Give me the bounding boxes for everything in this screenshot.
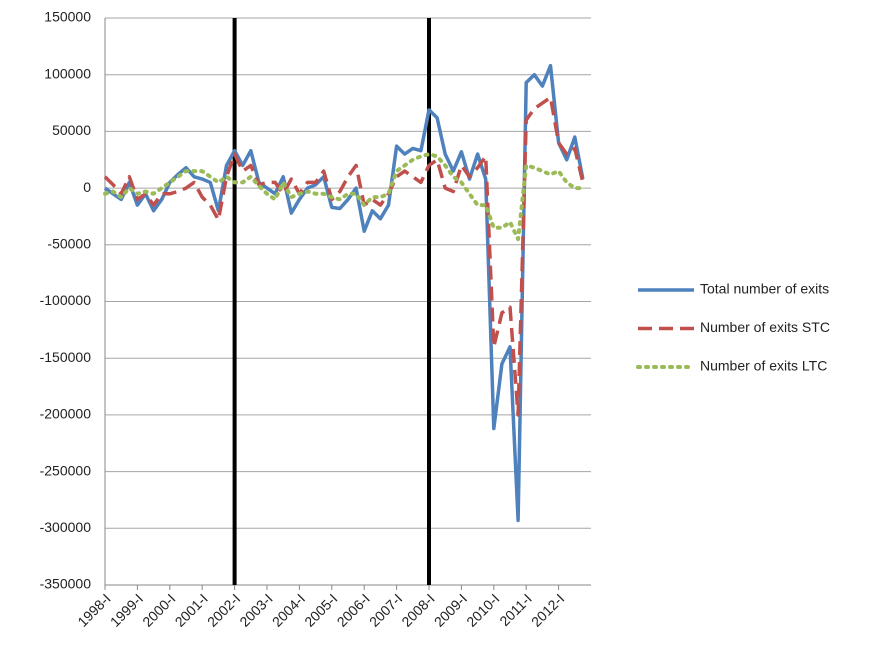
x-tick-label: 2009-I: [431, 590, 470, 629]
series-line: [103, 95, 585, 417]
x-tick-label: 2012-I: [528, 590, 567, 629]
y-tick-label: -300000: [40, 519, 92, 535]
x-tick-label: 1999-I: [107, 590, 146, 629]
x-tick-label: 2006-I: [334, 590, 373, 629]
y-tick-label: -250000: [40, 462, 92, 478]
y-tick-label: -350000: [40, 576, 92, 592]
y-tick-label: -200000: [40, 406, 92, 422]
legend-label: Number of exits LTC: [700, 358, 827, 374]
x-tick-label: 1998-I: [74, 590, 113, 629]
y-tick-label: 100000: [44, 65, 91, 81]
y-tick-label: -100000: [40, 292, 92, 308]
x-tick-label: 2003-I: [236, 590, 275, 629]
series-line: [103, 152, 585, 242]
x-tick-label: 2007-I: [366, 590, 405, 629]
x-tick-label: 2001-I: [172, 590, 211, 629]
series-line: [103, 63, 585, 523]
y-tick-label: -150000: [40, 349, 92, 365]
x-tick-label: 2000-I: [139, 590, 178, 629]
legend-label: Total number of exits: [700, 281, 829, 297]
y-tick-label: 150000: [44, 9, 91, 25]
x-tick-label: 2005-I: [301, 590, 340, 629]
y-tick-label: 50000: [52, 122, 91, 138]
y-tick-label: -50000: [47, 236, 91, 252]
x-tick-label: 2004-I: [269, 590, 308, 629]
x-tick-label: 2008-I: [398, 590, 437, 629]
y-tick-label: 0: [83, 179, 91, 195]
x-tick-label: 2002-I: [204, 590, 243, 629]
x-tick-label: 2010-I: [463, 590, 502, 629]
x-tick-label: 2011-I: [496, 590, 535, 629]
legend-label: Number of exits STC: [700, 319, 830, 335]
